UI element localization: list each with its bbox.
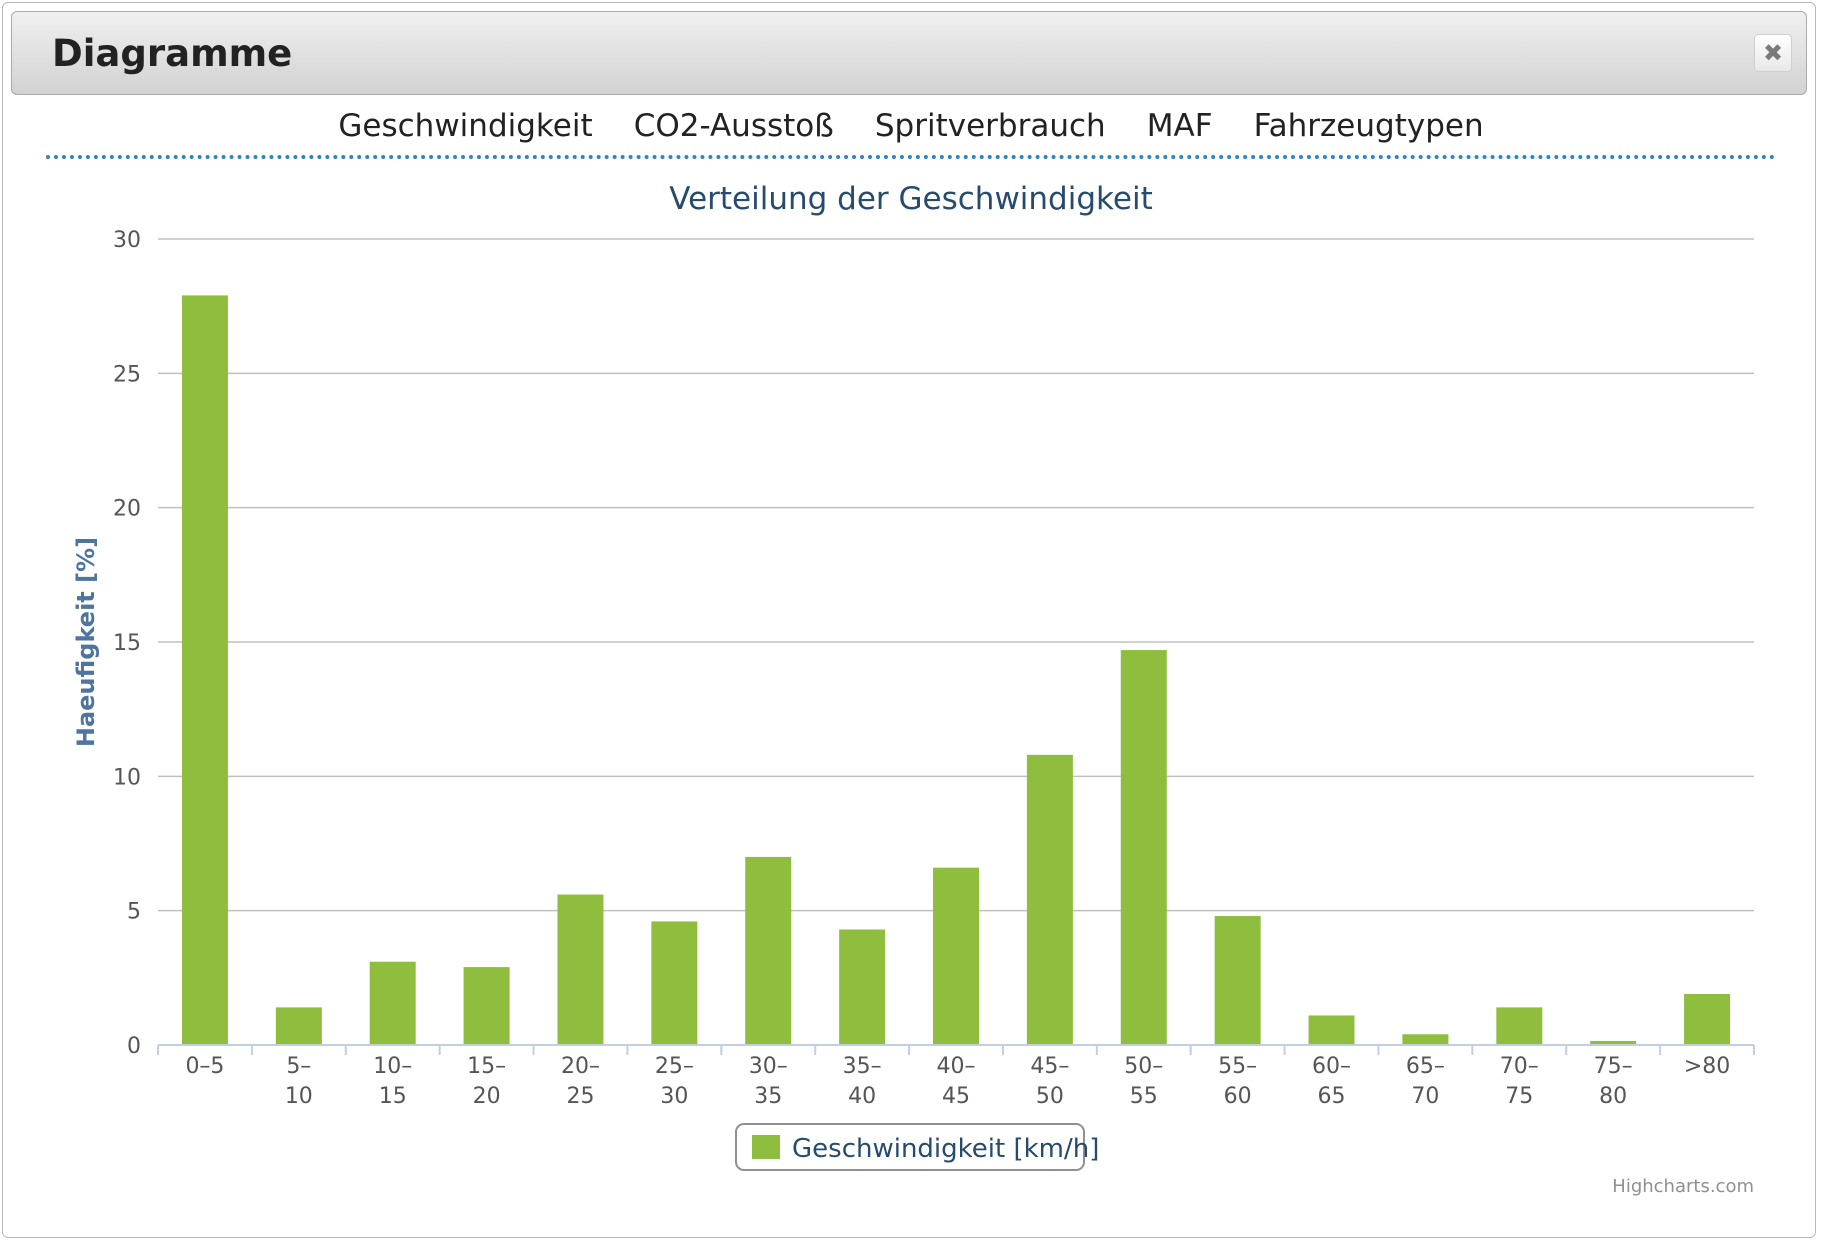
x-tick-label-line: 50– <box>1124 1054 1163 1079</box>
x-tick-label-line: 45– <box>1030 1054 1069 1079</box>
x-tick-label-line: 50 <box>1036 1084 1064 1109</box>
x-axis <box>157 1044 1755 1055</box>
y-tick-label: 20 <box>113 497 141 522</box>
bar[interactable] <box>369 961 416 1045</box>
x-tick-label-line: 40 <box>848 1084 876 1109</box>
x-tick-label-line: 70– <box>1500 1054 1539 1079</box>
chart-title: Verteilung der Geschwindigkeit <box>669 181 1152 217</box>
tab-spritverbrauch[interactable]: Spritverbrauch <box>874 108 1106 144</box>
legend-box <box>735 1123 1085 1171</box>
y-tick-label: 0 <box>127 1034 141 1059</box>
tab-geschwindigkeit[interactable]: Geschwindigkeit <box>338 108 593 144</box>
x-tick-label: 25– 30 <box>655 1054 694 1109</box>
x-tick-label-line: 55– <box>1218 1054 1257 1079</box>
dialog-title: Diagramme <box>52 32 293 75</box>
x-tick-label: 60– 65 <box>1312 1054 1351 1109</box>
bar[interactable] <box>1496 1007 1543 1045</box>
x-tick-label-line: 25– <box>655 1054 694 1079</box>
bar[interactable] <box>1120 650 1167 1045</box>
x-tick-label: 65– 70 <box>1406 1054 1445 1109</box>
x-tick-label-line: 55 <box>1130 1084 1158 1109</box>
x-tick-label-line: 60– <box>1312 1054 1351 1079</box>
x-tick-label-line: 75– <box>1594 1054 1633 1079</box>
x-tick-label-line: 10– <box>373 1054 412 1079</box>
y-tick-label: 25 <box>113 362 141 387</box>
bar[interactable] <box>1026 754 1073 1045</box>
x-tick-label: 0–5 <box>185 1054 224 1079</box>
x-tick-label-line: 10 <box>285 1084 313 1109</box>
bar-series <box>181 295 1731 1045</box>
bar[interactable] <box>275 1007 322 1045</box>
x-tick-label-line: 65 <box>1318 1084 1346 1109</box>
x-tick-label-line: 65– <box>1406 1054 1445 1079</box>
bar[interactable] <box>1308 1015 1355 1045</box>
x-tick-label-line: 40– <box>937 1054 976 1079</box>
x-tick-label: 35– 40 <box>843 1054 882 1109</box>
bar[interactable] <box>839 929 886 1045</box>
y-tick-label: 10 <box>113 765 141 790</box>
y-tick-labels: 0 5 10 15 20 25 30 <box>113 228 141 1059</box>
x-tick-label: 50– 55 <box>1124 1054 1163 1109</box>
y-tick-label: 30 <box>113 228 141 253</box>
x-tick-label-line: >80 <box>1684 1054 1730 1079</box>
x-tick-label-line: 15– <box>467 1054 506 1079</box>
x-tick-label-line: 75 <box>1505 1084 1533 1109</box>
highcharts-credits[interactable]: Highcharts.com <box>1612 1176 1754 1197</box>
x-tick-label-line: 45 <box>942 1084 970 1109</box>
tab-fahrzeugtypen[interactable]: Fahrzeugtypen <box>1253 108 1484 144</box>
x-tick-label-line: 20– <box>561 1054 600 1079</box>
legend-label: Geschwindigkeit [km/h] <box>792 1134 1099 1164</box>
legend-swatch <box>752 1135 780 1159</box>
legend[interactable]: Geschwindigkeit [km/h] <box>735 1123 1099 1171</box>
x-tick-label: 40– 45 <box>937 1054 976 1109</box>
x-tick-label-line: 35 <box>754 1084 782 1109</box>
bar[interactable] <box>1402 1034 1449 1045</box>
x-tick-label: 15– 20 <box>467 1054 506 1109</box>
x-tick-label: 20– 25 <box>561 1054 600 1109</box>
x-tick-label-line: 60 <box>1224 1084 1252 1109</box>
x-tick-label: 30– 35 <box>749 1054 788 1109</box>
close-icon[interactable]: ✖ <box>1754 34 1792 72</box>
x-tick-label: 45– 50 <box>1030 1054 1069 1109</box>
x-tick-label-line: 15 <box>379 1084 407 1109</box>
x-tick-label-line: 25 <box>566 1084 594 1109</box>
x-tick-label: 10– 15 <box>373 1054 412 1109</box>
x-tick-label-line: 80 <box>1599 1084 1627 1109</box>
y-axis-title: Haeufigkeit [%] <box>72 537 100 747</box>
x-tick-label-line: 0–5 <box>185 1054 224 1079</box>
dialog-titlebar: Diagramme ✖ <box>11 11 1807 95</box>
x-tick-label-line: 20 <box>473 1084 501 1109</box>
bar[interactable] <box>1684 993 1731 1045</box>
y-tick-label: 5 <box>127 900 141 925</box>
y-tick-label: 15 <box>113 631 141 656</box>
x-tick-label: 70– 75 <box>1500 1054 1539 1109</box>
x-tick-label-line: 35– <box>843 1054 882 1079</box>
x-tick-label: 75– 80 <box>1594 1054 1633 1109</box>
x-tick-label: 5– 10 <box>285 1054 313 1109</box>
bar[interactable] <box>181 295 228 1045</box>
x-tick-label-line: 30 <box>660 1084 688 1109</box>
bar[interactable] <box>745 856 792 1045</box>
tab-co2-ausstoss[interactable]: CO2-Ausstoß <box>633 108 834 144</box>
tab-divider <box>46 155 1776 159</box>
x-tick-label-line: 30– <box>749 1054 788 1079</box>
bar[interactable] <box>932 867 980 1045</box>
bar[interactable] <box>651 921 698 1045</box>
x-tick-label-line: 5– <box>286 1054 311 1079</box>
x-tick-label: >80 <box>1684 1054 1730 1079</box>
bar[interactable] <box>463 967 510 1045</box>
bar[interactable] <box>1214 916 1261 1045</box>
y-gridlines <box>158 238 1754 912</box>
chart-tabs: Geschwindigkeit CO2-Ausstoß Spritverbrau… <box>0 108 1822 152</box>
bar[interactable] <box>557 894 604 1045</box>
bar[interactable] <box>1590 1040 1637 1045</box>
tab-maf[interactable]: MAF <box>1146 108 1213 144</box>
x-tick-label-line: 70 <box>1411 1084 1439 1109</box>
x-tick-label: 55– 60 <box>1218 1054 1257 1109</box>
